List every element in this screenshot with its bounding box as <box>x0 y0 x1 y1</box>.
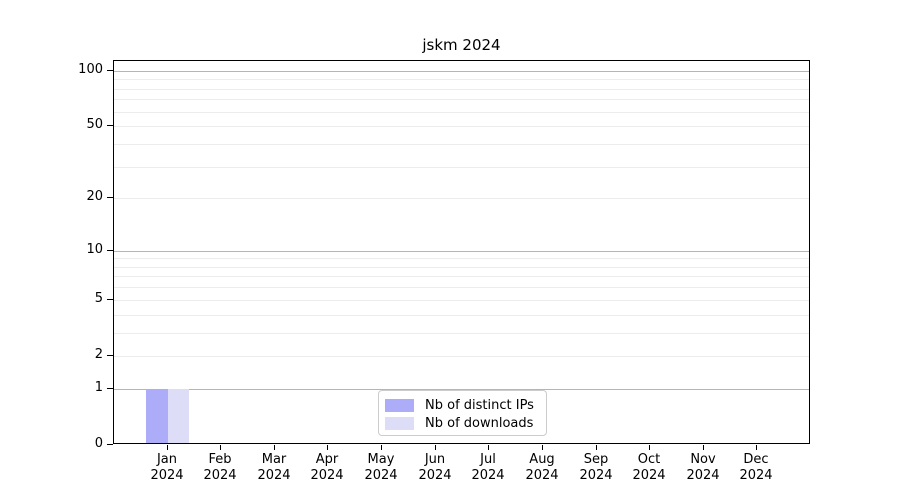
bar-nb-of-downloads <box>167 388 189 443</box>
x-tick-mark <box>596 445 597 450</box>
minor-gridline <box>114 143 809 145</box>
x-tick-mark <box>220 445 221 450</box>
y-tick-mark <box>107 250 113 251</box>
x-tick-year: 2024 <box>579 468 613 483</box>
x-tick-year: 2024 <box>686 468 720 483</box>
minor-gridline <box>114 276 809 278</box>
x-tick-mark <box>756 445 757 450</box>
y-tick-label: 20 <box>86 189 103 204</box>
x-tick-year: 2024 <box>257 468 291 483</box>
x-tick-month: Feb <box>208 452 232 467</box>
legend: Nb of distinct IPs Nb of downloads <box>378 390 547 436</box>
minor-gridline <box>114 166 809 168</box>
y-tick-mark <box>107 299 113 300</box>
legend-item-distinct-ips: Nb of distinct IPs <box>385 396 538 414</box>
major-gridline <box>114 250 809 252</box>
minor-gridline <box>114 88 809 90</box>
x-tick-year: 2024 <box>418 468 452 483</box>
x-tick-year: 2024 <box>632 468 666 483</box>
y-tick-label: 5 <box>94 291 103 306</box>
x-tick-month: Aug <box>529 452 555 467</box>
minor-gridline <box>114 79 809 81</box>
x-tick-month: Mar <box>261 452 287 467</box>
x-tick-label: Feb 2024 <box>180 452 260 484</box>
x-tick-mark <box>435 445 436 450</box>
minor-gridline <box>114 299 809 301</box>
minor-gridline <box>114 99 809 101</box>
x-tick-mark <box>488 445 489 450</box>
legend-label-distinct-ips: Nb of distinct IPs <box>425 397 534 413</box>
x-tick-label: Nov 2024 <box>663 452 743 484</box>
x-tick-mark <box>327 445 328 450</box>
x-tick-month: Nov <box>690 452 716 467</box>
x-tick-label: Sep 2024 <box>556 452 636 484</box>
x-tick-label: May 2024 <box>341 452 421 484</box>
x-tick-label: Mar 2024 <box>234 452 314 484</box>
y-tick-mark <box>107 388 113 389</box>
y-tick-label: 0 <box>94 436 103 451</box>
major-gridline <box>114 70 809 72</box>
minor-gridline <box>114 198 809 200</box>
y-tick-label: 10 <box>86 242 103 257</box>
x-tick-label: Oct 2024 <box>609 452 689 484</box>
x-tick-mark <box>703 445 704 450</box>
x-tick-year: 2024 <box>310 468 344 483</box>
x-tick-month: Sep <box>583 452 609 467</box>
minor-gridline <box>114 314 809 316</box>
plot-area <box>113 60 810 444</box>
x-tick-month: Oct <box>637 452 661 467</box>
x-tick-mark <box>167 445 168 450</box>
x-tick-year: 2024 <box>150 468 184 483</box>
y-tick-label: 2 <box>94 347 103 362</box>
y-tick-label: 50 <box>86 117 103 132</box>
legend-swatch-downloads <box>385 416 414 430</box>
x-tick-label: Jan 2024 <box>127 452 207 484</box>
x-tick-year: 2024 <box>471 468 505 483</box>
y-tick-mark <box>107 125 113 126</box>
x-tick-mark <box>542 445 543 450</box>
minor-gridline <box>114 111 809 113</box>
legend-swatch-distinct-ips <box>385 398 414 412</box>
x-tick-year: 2024 <box>203 468 237 483</box>
y-tick-mark <box>107 355 113 356</box>
y-tick-label: 1 <box>94 380 103 395</box>
y-tick-mark <box>107 70 113 71</box>
x-tick-month: Dec <box>743 452 769 467</box>
x-tick-label: Aug 2024 <box>502 452 582 484</box>
minor-gridline <box>114 332 809 334</box>
x-tick-month: Apr <box>315 452 339 467</box>
major-gridline <box>114 388 809 390</box>
minor-gridline <box>114 258 809 260</box>
x-tick-month: May <box>367 452 395 467</box>
x-tick-month: Jul <box>480 452 496 467</box>
minor-gridline <box>114 355 809 357</box>
x-tick-label: Dec 2024 <box>716 452 796 484</box>
chart-title: jskm 2024 <box>422 36 501 54</box>
x-tick-month: Jan <box>156 452 178 467</box>
x-tick-label: Apr 2024 <box>287 452 367 484</box>
x-tick-label: Jun 2024 <box>395 452 475 484</box>
x-tick-mark <box>274 445 275 450</box>
x-tick-label: Jul 2024 <box>448 452 528 484</box>
x-tick-mark <box>649 445 650 450</box>
legend-label-downloads: Nb of downloads <box>425 415 534 431</box>
y-tick-mark <box>107 197 113 198</box>
y-tick-mark <box>107 444 113 445</box>
minor-gridline <box>114 287 809 289</box>
y-tick-label: 100 <box>78 62 103 77</box>
x-tick-year: 2024 <box>739 468 773 483</box>
legend-item-downloads: Nb of downloads <box>385 414 538 432</box>
x-tick-year: 2024 <box>364 468 398 483</box>
x-tick-mark <box>381 445 382 450</box>
x-tick-year: 2024 <box>525 468 559 483</box>
minor-gridline <box>114 126 809 128</box>
x-tick-month: Jun <box>424 452 446 467</box>
bar-nb-of-distinct-ips <box>146 388 168 443</box>
minor-gridline <box>114 266 809 268</box>
